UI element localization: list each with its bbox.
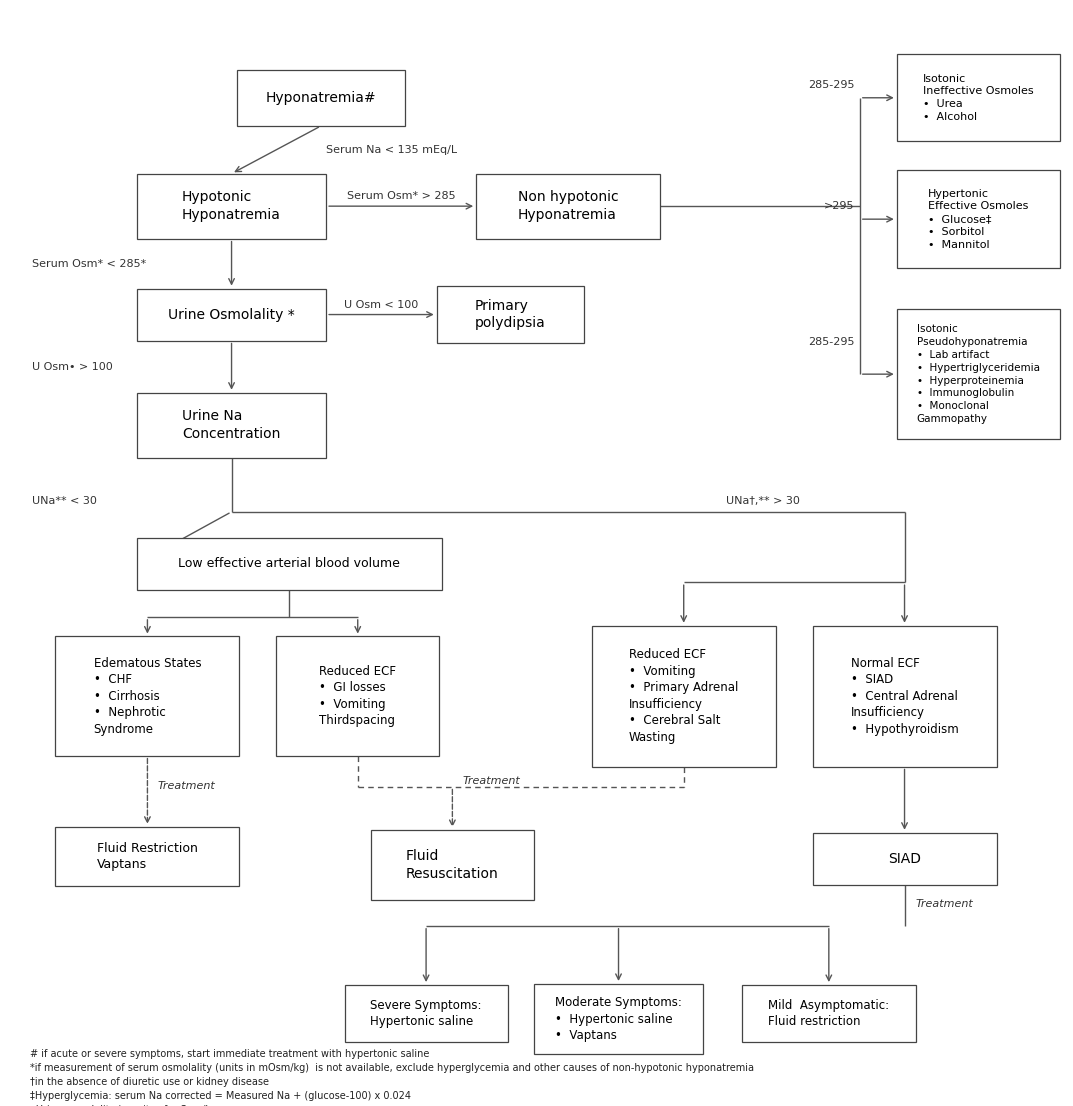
FancyBboxPatch shape (137, 538, 442, 589)
Text: Isotonic
Ineffective Osmoles
•  Urea
•  Alcohol: Isotonic Ineffective Osmoles • Urea • Al… (923, 74, 1033, 122)
Text: Severe Symptoms:
Hypertonic saline: Severe Symptoms: Hypertonic saline (370, 999, 482, 1029)
Text: Moderate Symptoms:
•  Hypertonic saline
•  Vaptans: Moderate Symptoms: • Hypertonic saline •… (555, 997, 682, 1042)
FancyBboxPatch shape (897, 54, 1060, 142)
FancyBboxPatch shape (344, 985, 508, 1042)
FancyBboxPatch shape (476, 174, 660, 239)
Text: Primary
polydipsia: Primary polydipsia (475, 299, 545, 331)
Text: Hyponatremia#: Hyponatremia# (266, 91, 377, 105)
Text: Fluid Restriction
Vaptans: Fluid Restriction Vaptans (97, 842, 197, 872)
FancyBboxPatch shape (137, 393, 326, 458)
FancyBboxPatch shape (237, 70, 406, 126)
Text: Treatment: Treatment (158, 781, 216, 791)
FancyBboxPatch shape (812, 626, 997, 766)
Text: Hypertonic
Effective Osmoles
•  Glucose‡
•  Sorbitol
•  Mannitol: Hypertonic Effective Osmoles • Glucose‡ … (928, 188, 1028, 250)
Text: SIAD: SIAD (888, 852, 921, 866)
FancyBboxPatch shape (897, 309, 1060, 439)
Text: ‡Hyperglycemia: serum Na corrected = Measured Na + (glucose-100) x 0.024: ‡Hyperglycemia: serum Na corrected = Mea… (30, 1091, 411, 1102)
Text: Low effective arterial blood volume: Low effective arterial blood volume (178, 557, 400, 571)
Text: Treatment: Treatment (915, 899, 973, 909)
Text: Urine Osmolality *: Urine Osmolality * (168, 307, 295, 322)
FancyBboxPatch shape (743, 985, 915, 1042)
Text: U Osm < 100: U Osm < 100 (344, 300, 418, 310)
Text: †in the absence of diuretic use or kidney disease: †in the absence of diuretic use or kidne… (30, 1077, 268, 1087)
FancyBboxPatch shape (276, 636, 439, 755)
FancyBboxPatch shape (897, 170, 1060, 268)
FancyBboxPatch shape (534, 984, 703, 1054)
FancyBboxPatch shape (812, 833, 997, 885)
Text: Reduced ECF
•  GI losses
•  Vomiting
Thirdspacing: Reduced ECF • GI losses • Vomiting Third… (320, 665, 396, 728)
Text: # if acute or severe symptoms, start immediate treatment with hypertonic saline: # if acute or severe symptoms, start imm… (30, 1050, 429, 1060)
Text: 285-295: 285-295 (808, 336, 854, 346)
FancyBboxPatch shape (371, 830, 534, 900)
Text: Serum Na < 135 mEq/L: Serum Na < 135 mEq/L (326, 145, 457, 155)
FancyBboxPatch shape (56, 826, 239, 886)
Text: Serum Osm* < 285*: Serum Osm* < 285* (32, 259, 146, 269)
Text: Serum Osm* > 285: Serum Osm* > 285 (347, 191, 455, 201)
FancyBboxPatch shape (137, 289, 326, 341)
Text: Non hypotonic
Hyponatremia: Non hypotonic Hyponatremia (518, 190, 618, 222)
Text: U Osm• > 100: U Osm• > 100 (32, 362, 113, 372)
Text: Isotonic
Pseudohyponatremia
•  Lab artifact
•  Hypertriglyceridemia
•  Hyperprot: Isotonic Pseudohyponatremia • Lab artifa… (916, 324, 1040, 424)
Text: UNa** < 30: UNa** < 30 (32, 495, 97, 505)
Text: Fluid
Resuscitation: Fluid Resuscitation (406, 849, 499, 881)
Text: Treatment: Treatment (462, 776, 520, 786)
Text: 285-295: 285-295 (808, 80, 854, 90)
FancyBboxPatch shape (591, 626, 776, 766)
Text: Urine Na
Concentration: Urine Na Concentration (182, 409, 281, 441)
Text: Mild  Asymptomatic:
Fluid restriction: Mild Asymptomatic: Fluid restriction (768, 999, 890, 1029)
Text: Hypotonic
Hyponatremia: Hypotonic Hyponatremia (182, 190, 281, 222)
FancyBboxPatch shape (437, 286, 584, 343)
Text: *if measurement of serum osmolality (units in mOsm/kg)  is not available, exclud: *if measurement of serum osmolality (uni… (30, 1063, 753, 1073)
Text: Edematous States
•  CHF
•  Cirrhosis
•  Nephrotic
Syndrome: Edematous States • CHF • Cirrhosis • Nep… (93, 657, 202, 735)
Text: >295: >295 (824, 201, 854, 211)
FancyBboxPatch shape (137, 174, 326, 239)
Text: Normal ECF
•  SIAD
•  Central Adrenal
Insufficiency
•  Hypothyroidism: Normal ECF • SIAD • Central Adrenal Insu… (851, 657, 958, 735)
Text: UNa†,** > 30: UNa†,** > 30 (725, 495, 799, 505)
FancyBboxPatch shape (56, 636, 239, 755)
Text: Reduced ECF
•  Vomiting
•  Primary Adrenal
Insufficiency
•  Cerebral Salt
Wastin: Reduced ECF • Vomiting • Primary Adrenal… (629, 648, 738, 744)
